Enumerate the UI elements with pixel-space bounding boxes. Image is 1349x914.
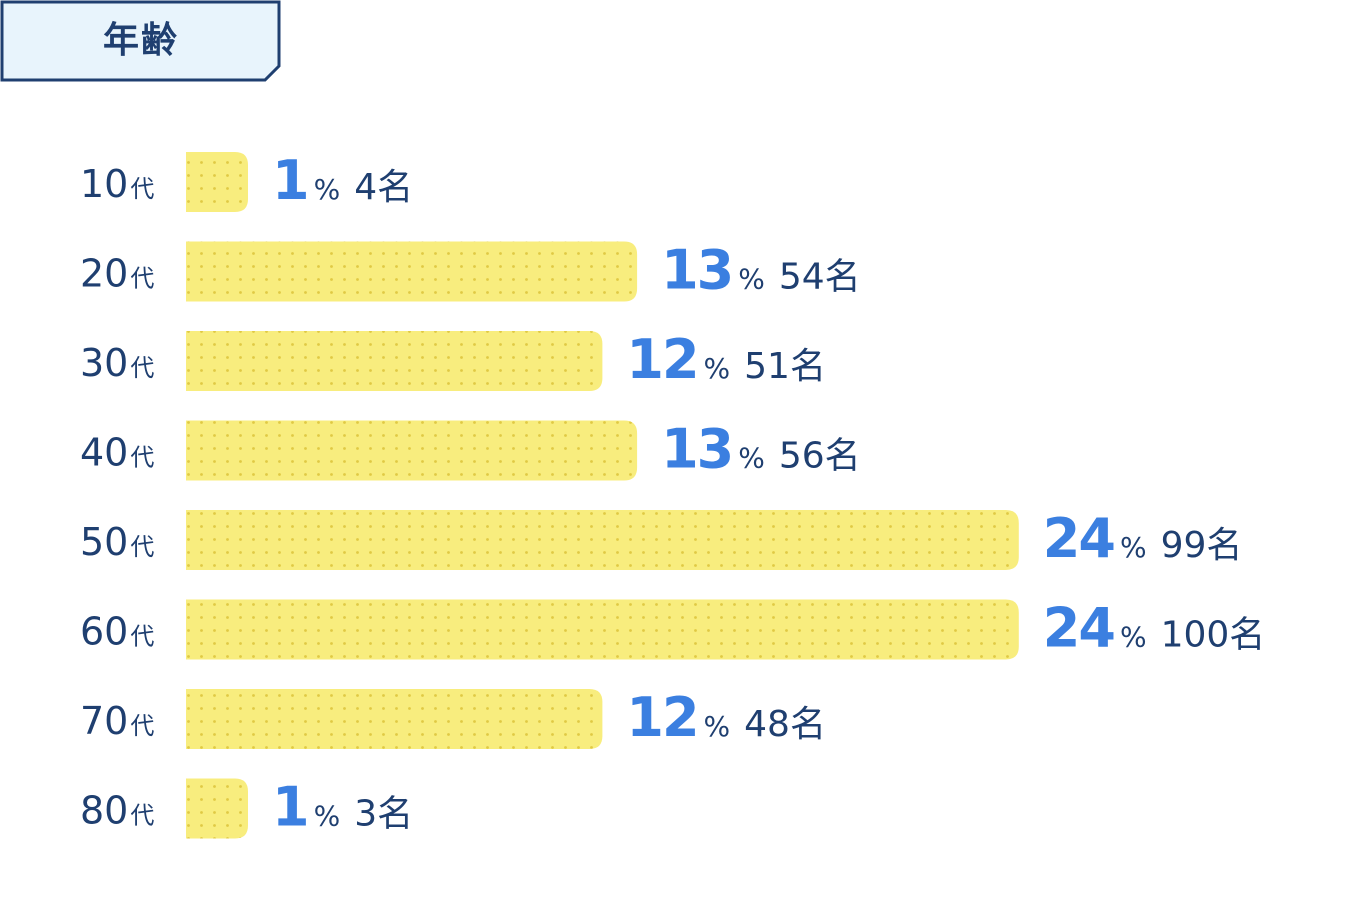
chart-title: 年齢: [102, 20, 179, 61]
bar-row: 30代 12% 51名: [80, 328, 826, 391]
value-label: 1% 4名: [272, 149, 413, 212]
value-label: 13% 56名: [661, 418, 861, 481]
value-label: 12% 51名: [626, 328, 826, 391]
category-label: 80代: [80, 789, 154, 833]
bar-row: 50代 24% 99名: [80, 507, 1242, 570]
bar-row: 70代 12% 48名: [80, 686, 826, 749]
bar-dot-pattern: [186, 599, 1019, 660]
category-label: 70代: [80, 699, 154, 743]
bar-row: 80代 1% 3名: [80, 776, 413, 839]
category-label: 50代: [80, 520, 154, 564]
bar-dot-pattern: [186, 778, 248, 839]
value-label: 13% 54名: [661, 239, 861, 302]
bar-dot-pattern: [186, 689, 603, 749]
category-label: 30代: [80, 341, 154, 385]
category-label: 60代: [80, 610, 154, 654]
bar-row: 20代 13% 54名: [80, 239, 861, 302]
category-label: 20代: [80, 252, 154, 296]
value-label: 24% 99名: [1043, 507, 1243, 570]
title-badge-frame: [0, 0, 281, 82]
bar-dot-pattern: [186, 420, 638, 481]
bar-dot-pattern: [186, 510, 1019, 570]
value-label: 1% 3名: [272, 776, 413, 839]
category-label: 10代: [80, 162, 154, 206]
bar-row: 60代 24% 100名: [80, 597, 1265, 660]
bar-row: 10代 1% 4名: [80, 149, 413, 212]
value-label: 24% 100名: [1043, 597, 1265, 660]
value-label: 12% 48名: [626, 686, 826, 749]
bar-dot-pattern: [186, 241, 638, 302]
bar-row: 40代 13% 56名: [80, 418, 861, 481]
category-label: 40代: [80, 431, 154, 475]
chart-title-badge: 年齢: [0, 0, 282, 82]
bar-dot-pattern: [186, 152, 248, 212]
bar-dot-pattern: [186, 331, 603, 391]
